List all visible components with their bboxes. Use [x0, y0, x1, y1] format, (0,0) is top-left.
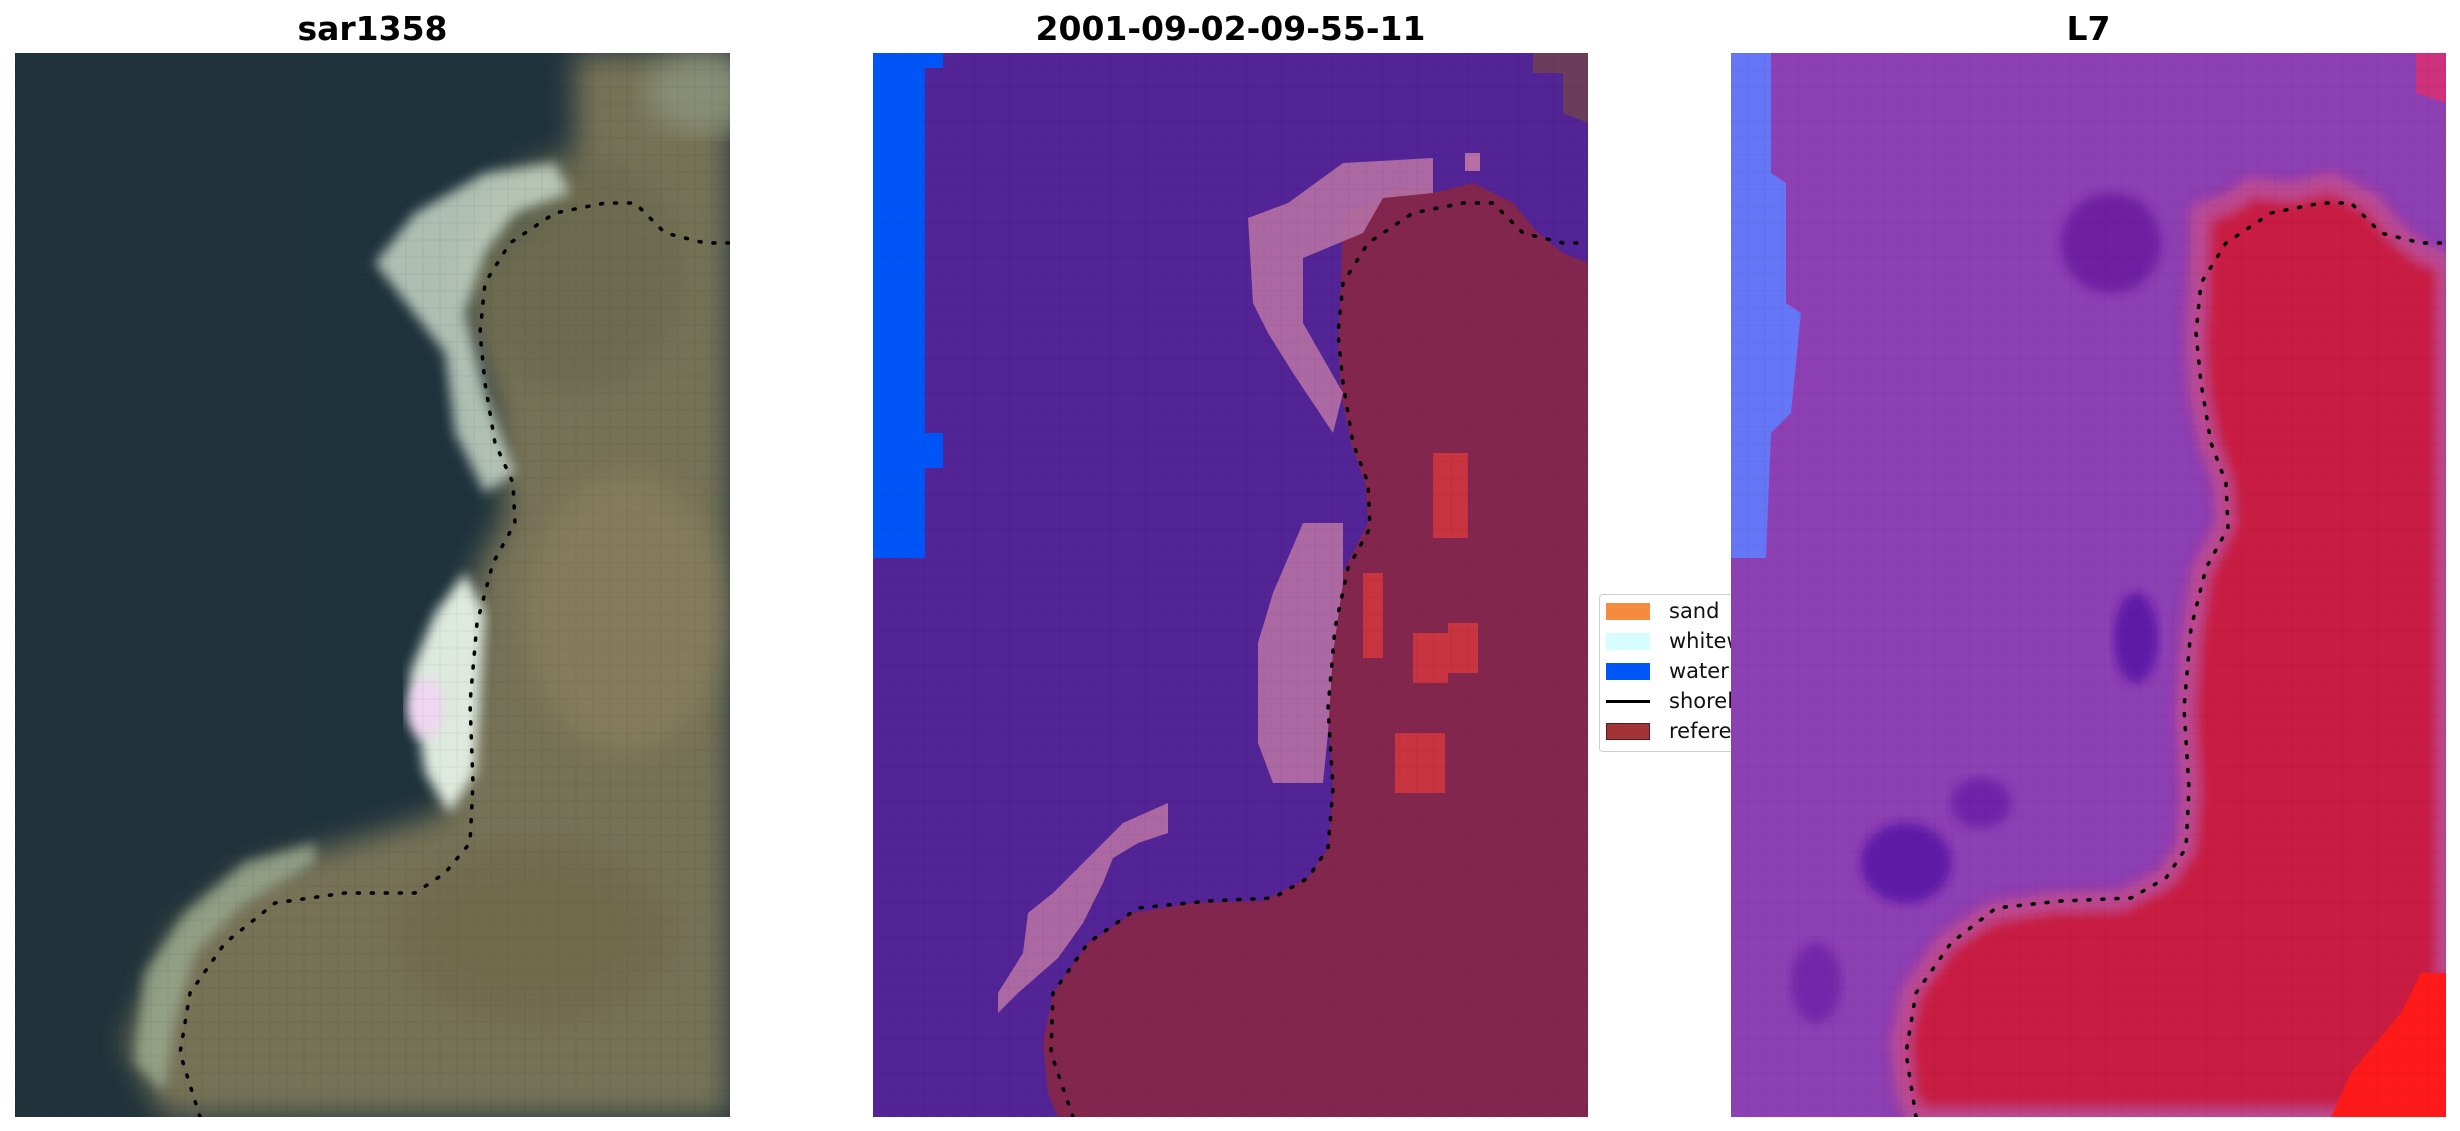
legend: sand whitew water shorel referen [1599, 594, 1739, 752]
legend-item-shoreline: shorel [1606, 687, 1738, 715]
legend-label: sand [1669, 599, 1720, 623]
legend-swatch-sand [1606, 603, 1650, 620]
rgb-image-panel [15, 53, 730, 1117]
panel-title-rgb: sar1358 [297, 9, 448, 48]
legend-item-whitewater: whitew [1606, 627, 1739, 655]
legend-label: referen [1669, 719, 1739, 743]
panel-title-index: L7 [2066, 9, 2111, 48]
panel-title-classified: 2001-09-02-09-55-11 [1035, 9, 1426, 48]
classified-image [873, 53, 1588, 1117]
shoreline-trace [178, 201, 730, 1117]
legend-line-shoreline [1606, 700, 1650, 703]
legend-label: water [1669, 659, 1729, 683]
legend-item-sand: sand [1606, 597, 1738, 625]
rgb-image [15, 53, 730, 1117]
index-image-panel [1731, 53, 2446, 1117]
legend-swatch-whitewater [1606, 633, 1650, 650]
legend-label: shorel [1669, 689, 1734, 713]
shoreline-trace [1904, 201, 2446, 1117]
legend-label: whitew [1669, 629, 1739, 653]
classified-image-panel [873, 53, 1588, 1117]
legend-swatch-water [1606, 663, 1650, 680]
legend-item-reference: referen [1606, 717, 1739, 745]
legend-item-water: water [1606, 657, 1738, 685]
legend-swatch-reference [1606, 723, 1650, 740]
index-image [1731, 53, 2446, 1117]
